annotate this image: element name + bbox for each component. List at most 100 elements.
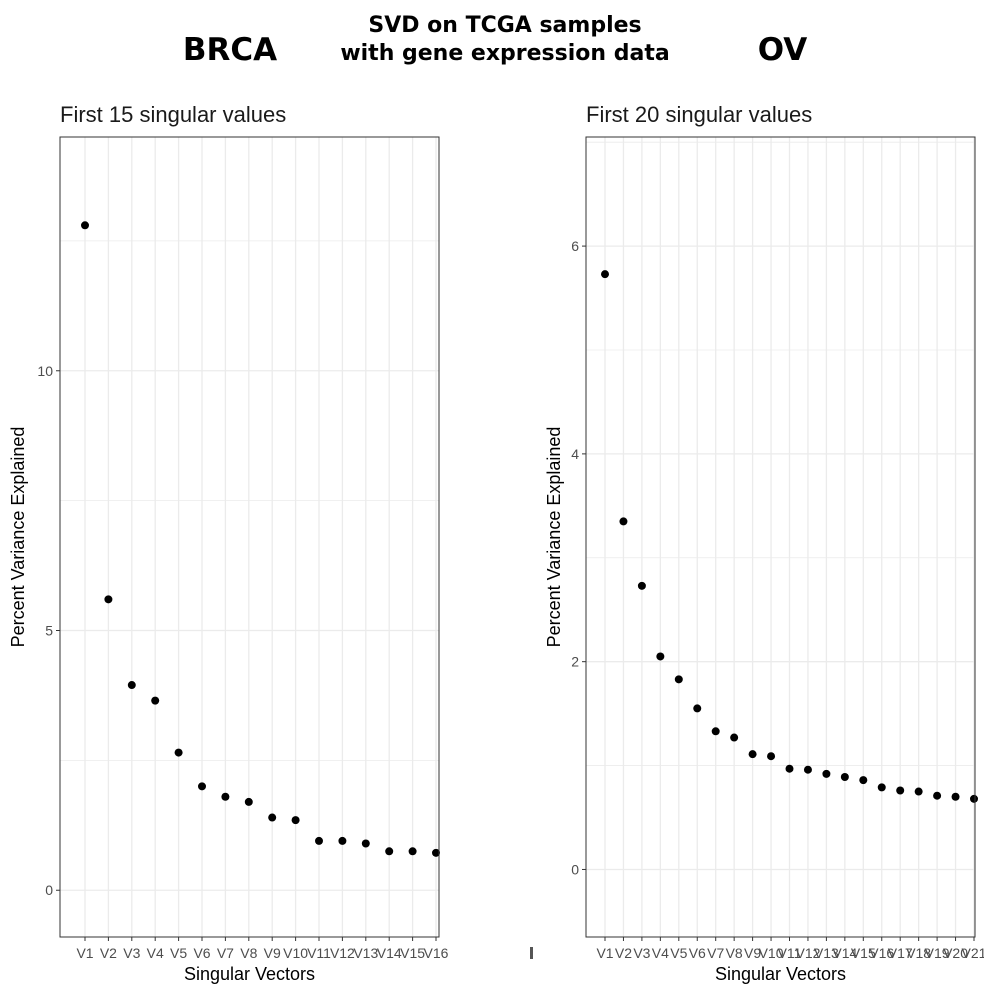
data-point (198, 782, 206, 791)
data-point (914, 787, 923, 796)
chart-title: First 15 singular values (60, 102, 286, 127)
data-point (338, 836, 347, 845)
data-point (221, 792, 230, 801)
left-panel-label: BRCA (182, 32, 278, 68)
x-tick-label: V13 (814, 945, 839, 961)
x-tick-label: V8 (726, 945, 743, 961)
x-tick-label: V8 (240, 945, 257, 961)
data-point (601, 270, 609, 279)
chart-title: First 20 singular values (586, 102, 812, 127)
x-tick-label: V17 (888, 945, 913, 961)
data-point (970, 794, 978, 803)
x-tick-label: V15 (400, 945, 425, 961)
data-point (822, 769, 831, 778)
x-tick-label: V13 (353, 945, 378, 961)
x-tick-label: V7 (217, 945, 234, 961)
data-point (127, 681, 136, 690)
x-tick-label: V6 (193, 945, 210, 961)
data-point (896, 786, 905, 795)
figure-title: SVD on TCGA samples with gene expression… (300, 12, 710, 68)
y-tick-label: 10 (37, 363, 53, 379)
data-point (81, 221, 89, 230)
data-point (933, 791, 942, 800)
y-axis-title: Percent Variance Explained (8, 427, 28, 648)
x-tick-label: V14 (832, 945, 857, 961)
data-point (859, 776, 868, 785)
x-axis-title: Singular Vectors (715, 964, 846, 984)
x-tick-label: V1 (76, 945, 93, 961)
x-tick-label: V7 (707, 945, 724, 961)
x-tick-label: V3 (633, 945, 650, 961)
x-tick-label: V10 (759, 945, 784, 961)
plot-border (59, 136, 440, 938)
x-tick-label: V9 (264, 945, 281, 961)
right-chart-panel: 0 2 4 6 V1 V2 V3 V4 V5 V6 V7 V8 V9V10V11V12V13V14V15… (544, 102, 984, 984)
y-tick-label: 6 (571, 238, 579, 254)
data-point (877, 783, 886, 792)
data-point (408, 847, 417, 856)
y-tick-label: 5 (45, 623, 53, 639)
data-point (104, 595, 113, 604)
data-point (315, 836, 323, 845)
x-tick-label: V18 (906, 945, 931, 961)
data-point (693, 704, 702, 713)
x-tick-label: V4 (652, 945, 669, 961)
x-tick-label: V3 (123, 945, 140, 961)
data-point (951, 792, 960, 801)
data-point (785, 764, 794, 773)
right-panel-label: OV (757, 32, 808, 68)
figure-title-line1: SVD on TCGA samples (368, 13, 642, 38)
data-point (767, 752, 776, 761)
x-tick-label: V21 (962, 945, 984, 961)
data-point (748, 750, 757, 759)
axis-marker (530, 947, 533, 959)
x-tick-label: V5 (170, 945, 187, 961)
y-tick-label: 0 (571, 861, 579, 877)
data-point (656, 652, 665, 661)
x-tick-label: V11 (778, 945, 802, 961)
x-tick-label: V9 (744, 945, 761, 961)
x-tick-label: V19 (925, 945, 950, 961)
data-point (730, 733, 739, 742)
data-point (361, 839, 370, 848)
x-tick-label: V5 (670, 945, 687, 961)
data-point (291, 816, 300, 825)
x-tick-label: V11 (307, 945, 331, 961)
x-tick-label: V14 (377, 945, 402, 961)
data-point (619, 517, 628, 526)
x-tick-label: V4 (147, 945, 164, 961)
data-point (151, 696, 160, 705)
left-chart-panel: 0 5 10 V1 V2 V3 V4 V5 V6 V7 V8 V9 V10 V11 V12V13V14V15… (8, 102, 449, 984)
data-point (674, 675, 683, 684)
y-tick-label: 4 (571, 446, 579, 462)
data-point (432, 848, 440, 857)
x-tick-label: V2 (100, 945, 117, 961)
x-tick-label: V6 (689, 945, 706, 961)
x-tick-label: V15 (851, 945, 876, 961)
y-tick-label: 2 (571, 654, 579, 670)
x-axis-title: Singular Vectors (184, 964, 315, 984)
x-tick-label: V1 (596, 945, 613, 961)
data-point (840, 773, 849, 781)
x-tick-label: V2 (615, 945, 632, 961)
data-point (268, 813, 277, 822)
y-tick-label: 0 (45, 882, 53, 898)
figure-title-line2: with gene expression data (340, 41, 670, 66)
plot-background (60, 137, 439, 937)
x-tick-label: V20 (943, 945, 968, 961)
x-tick-label: V12 (330, 945, 355, 961)
data-point (244, 797, 253, 806)
x-tick-label: V16 (424, 945, 449, 961)
x-tick-label: V10 (283, 945, 308, 961)
plot-background (586, 137, 975, 937)
y-axis-title: Percent Variance Explained (544, 427, 564, 648)
data-point (711, 727, 720, 736)
x-tick-label: V16 (869, 945, 894, 961)
data-point (174, 748, 183, 757)
data-point (803, 765, 812, 774)
x-tick-label: V12 (795, 945, 820, 961)
data-point (385, 847, 394, 856)
plot-border (585, 136, 976, 938)
data-point (637, 581, 646, 590)
